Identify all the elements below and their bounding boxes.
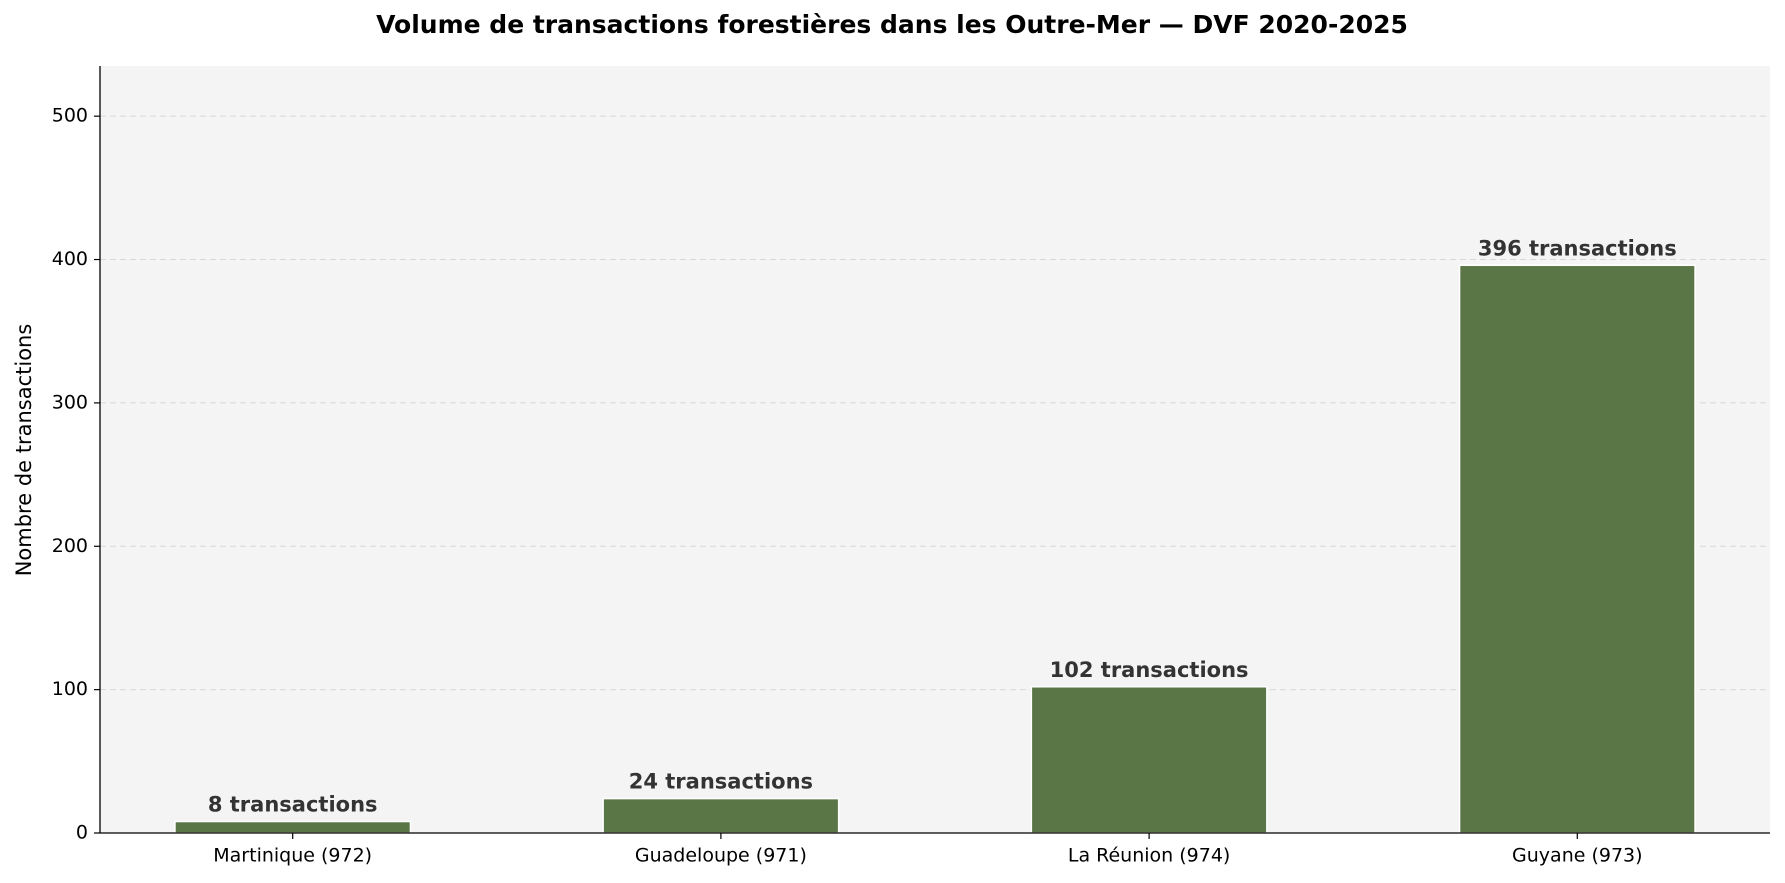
bar bbox=[174, 820, 412, 834]
y-tick-label: 300 bbox=[52, 391, 88, 413]
y-tick-label: 200 bbox=[52, 535, 88, 557]
x-tick-label: Guyane (973) bbox=[1512, 845, 1643, 867]
value-label: 8 transactions bbox=[208, 793, 378, 817]
value-label: 102 transactions bbox=[1050, 658, 1249, 682]
y-tick-label: 0 bbox=[76, 822, 88, 844]
y-tick-label: 500 bbox=[52, 105, 88, 127]
bar bbox=[1458, 264, 1696, 834]
y-axis-label: Nombre de transactions bbox=[12, 324, 36, 577]
y-tick-label: 400 bbox=[52, 248, 88, 270]
chart-title: Volume de transactions forestières dans … bbox=[376, 10, 1408, 39]
x-tick-label: La Réunion (974) bbox=[1068, 845, 1230, 867]
y-tick-label: 100 bbox=[52, 678, 88, 700]
bar bbox=[1030, 686, 1268, 834]
value-label: 396 transactions bbox=[1478, 236, 1677, 260]
x-tick-label: Guadeloupe (971) bbox=[635, 845, 807, 867]
x-tick-label: Martinique (972) bbox=[213, 845, 372, 867]
bar bbox=[602, 797, 840, 834]
value-label: 24 transactions bbox=[629, 770, 813, 794]
marks bbox=[174, 264, 1696, 834]
